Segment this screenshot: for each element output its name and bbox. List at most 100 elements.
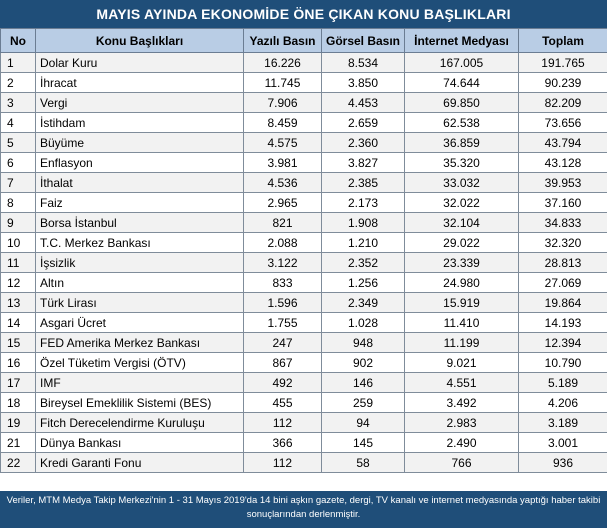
- row-number: 21: [0, 432, 36, 453]
- internet-count: 29.022: [404, 232, 519, 253]
- print-count: 112: [243, 412, 322, 433]
- visual-count: 902: [321, 352, 405, 373]
- table-row: 8 Faiz 2.965 2.173 32.022 37.160: [0, 192, 607, 213]
- internet-count: 36.859: [404, 132, 519, 153]
- visual-count: 2.352: [321, 252, 405, 273]
- row-number: 19: [0, 412, 36, 433]
- row-number: 8: [0, 192, 36, 213]
- topic-name: Fitch Derecelendirme Kuruluşu: [35, 412, 244, 433]
- topic-name: Bireysel Emeklilik Sistemi (BES): [35, 392, 244, 413]
- topic-name: Faiz: [35, 192, 244, 213]
- internet-count: 23.339: [404, 252, 519, 273]
- topic-name: İstihdam: [35, 112, 244, 133]
- visual-count: 146: [321, 372, 405, 393]
- topic-name: FED Amerika Merkez Bankası: [35, 332, 244, 353]
- table-row: 3 Vergi 7.906 4.453 69.850 82.209: [0, 92, 607, 113]
- total-count: 39.953: [518, 172, 607, 193]
- visual-count: 948: [321, 332, 405, 353]
- print-count: 4.536: [243, 172, 322, 193]
- visual-count: 1.256: [321, 272, 405, 293]
- print-count: 867: [243, 352, 322, 373]
- print-count: 8.459: [243, 112, 322, 133]
- table-row: 17 IMF 492 146 4.551 5.189: [0, 372, 607, 393]
- internet-count: 69.850: [404, 92, 519, 113]
- total-count: 191.765: [518, 52, 607, 73]
- print-count: 833: [243, 272, 322, 293]
- source-note: Veriler, MTM Medya Takip Merkezi'nin 1 -…: [0, 491, 607, 528]
- row-number: 12: [0, 272, 36, 293]
- topic-name: IMF: [35, 372, 244, 393]
- total-count: 3.189: [518, 412, 607, 433]
- total-count: 82.209: [518, 92, 607, 113]
- topic-name: Dolar Kuru: [35, 52, 244, 73]
- page-title: MAYIS AYINDA EKONOMİDE ÖNE ÇIKAN KONU BA…: [0, 0, 607, 28]
- print-count: 821: [243, 212, 322, 233]
- visual-count: 2.360: [321, 132, 405, 153]
- visual-count: 1.028: [321, 312, 405, 333]
- row-number: 10: [0, 232, 36, 253]
- total-count: 32.320: [518, 232, 607, 253]
- print-count: 4.575: [243, 132, 322, 153]
- internet-count: 4.551: [404, 372, 519, 393]
- visual-count: 2.659: [321, 112, 405, 133]
- internet-count: 32.022: [404, 192, 519, 213]
- row-number: 6: [0, 152, 36, 173]
- internet-count: 11.410: [404, 312, 519, 333]
- visual-count: 4.453: [321, 92, 405, 113]
- table-row: 11 İşsizlik 3.122 2.352 23.339 28.813: [0, 252, 607, 273]
- internet-count: 766: [404, 452, 519, 473]
- total-count: 3.001: [518, 432, 607, 453]
- total-count: 43.128: [518, 152, 607, 173]
- visual-count: 3.850: [321, 72, 405, 93]
- total-count: 43.794: [518, 132, 607, 153]
- col-header-visual: Görsel Basın: [321, 28, 405, 53]
- visual-count: 259: [321, 392, 405, 413]
- table-row: 7 İthalat 4.536 2.385 33.032 39.953: [0, 172, 607, 193]
- table-row: 10 T.C. Merkez Bankası 2.088 1.210 29.022 32.…: [0, 232, 607, 253]
- table-row: 14 Asgari Ücret 1.755 1.028 11.410 14.193: [0, 312, 607, 333]
- visual-count: 94: [321, 412, 405, 433]
- table-row: 15 FED Amerika Merkez Bankası 247 948 11.199…: [0, 332, 607, 353]
- total-count: 19.864: [518, 292, 607, 313]
- print-count: 455: [243, 392, 322, 413]
- row-number: 9: [0, 212, 36, 233]
- visual-count: 1.210: [321, 232, 405, 253]
- print-count: 16.226: [243, 52, 322, 73]
- visual-count: 58: [321, 452, 405, 473]
- visual-count: 3.827: [321, 152, 405, 173]
- print-count: 366: [243, 432, 322, 453]
- table-body: 1 Dolar Kuru 16.226 8.534 167.005 191.765 2 İhr…: [0, 52, 607, 473]
- visual-count: 145: [321, 432, 405, 453]
- visual-count: 2.349: [321, 292, 405, 313]
- visual-count: 2.385: [321, 172, 405, 193]
- table-header-row: No Konu Başlıkları Yazılı Basın Görsel B…: [0, 28, 607, 53]
- table-row: 22 Kredi Garanti Fonu 112 58 766 936: [0, 452, 607, 473]
- topic-name: Borsa İstanbul: [35, 212, 244, 233]
- table-row: 13 Türk Lirası 1.596 2.349 15.919 19.864: [0, 292, 607, 313]
- topic-name: Özel Tüketim Vergisi (ÖTV): [35, 352, 244, 373]
- print-count: 7.906: [243, 92, 322, 113]
- table-row: 1 Dolar Kuru 16.226 8.534 167.005 191.765: [0, 52, 607, 73]
- row-number: 3: [0, 92, 36, 113]
- col-header-no: No: [0, 28, 36, 53]
- topic-name: Enflasyon: [35, 152, 244, 173]
- row-number: 7: [0, 172, 36, 193]
- table-row: 2 İhracat 11.745 3.850 74.644 90.239: [0, 72, 607, 93]
- total-count: 34.833: [518, 212, 607, 233]
- total-count: 28.813: [518, 252, 607, 273]
- print-count: 112: [243, 452, 322, 473]
- topic-name: T.C. Merkez Bankası: [35, 232, 244, 253]
- internet-count: 2.490: [404, 432, 519, 453]
- table-row: 4 İstihdam 8.459 2.659 62.538 73.656: [0, 112, 607, 133]
- internet-count: 33.032: [404, 172, 519, 193]
- row-number: 22: [0, 452, 36, 473]
- internet-count: 2.983: [404, 412, 519, 433]
- table-row: 5 Büyüme 4.575 2.360 36.859 43.794: [0, 132, 607, 153]
- row-number: 17: [0, 372, 36, 393]
- row-number: 16: [0, 352, 36, 373]
- total-count: 14.193: [518, 312, 607, 333]
- col-header-total: Toplam: [518, 28, 607, 53]
- total-count: 936: [518, 452, 607, 473]
- visual-count: 2.173: [321, 192, 405, 213]
